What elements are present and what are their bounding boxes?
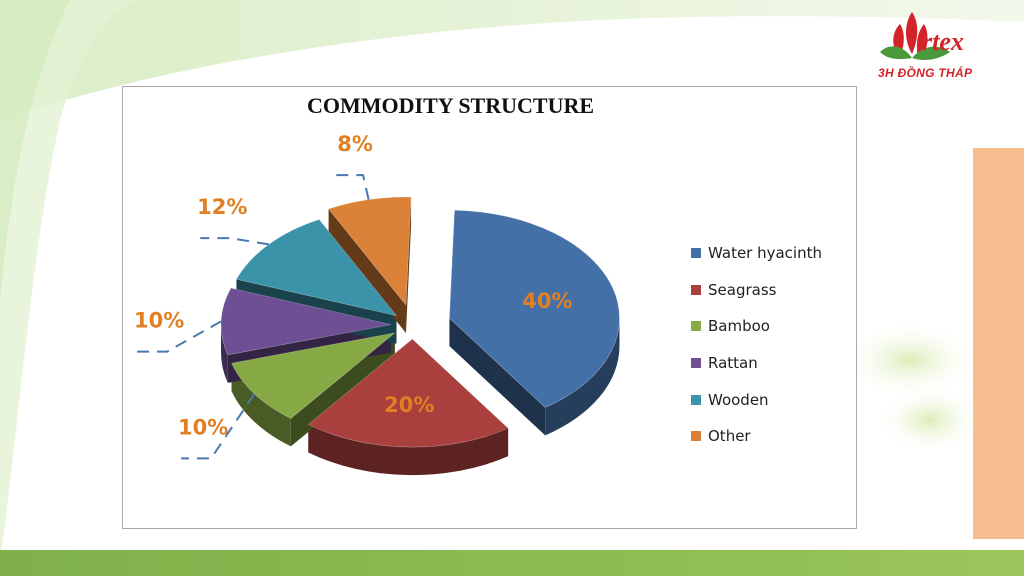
pie-slice-wall-other-1 [405, 197, 412, 334]
pie-chart: 40% 20% 10% 10% 12% 8% [134, 132, 620, 476]
legend-label: Seagrass [708, 280, 777, 299]
data-label-seagrass: 20% [384, 393, 434, 417]
legend-item-seagrass: Seagrass [691, 272, 822, 309]
legend-label: Other [708, 427, 751, 446]
pie-slice-side-water-hyacinth-0 [545, 318, 620, 436]
legend-label: Bamboo [708, 317, 770, 336]
artex-logo: rtex [880, 12, 964, 60]
bottom-band [0, 550, 1024, 576]
legend-swatch [691, 358, 701, 369]
legend-swatch [691, 248, 701, 259]
data-label-rattan: 10% [134, 309, 184, 333]
pie-slice-wall-other-0 [328, 208, 406, 334]
data-label-other: 8% [337, 132, 373, 156]
svg-text:rtex: rtex [922, 27, 964, 56]
legend-label: Water hyacinth [708, 244, 822, 263]
legend-swatch [691, 431, 701, 442]
pie-slice-side-bamboo-0 [231, 363, 291, 447]
legend-swatch [691, 284, 701, 295]
legend-item-bamboo: Bamboo [691, 308, 822, 345]
chart-legend: Water hyacinth Seagrass Bamboo Rattan Wooden… [691, 235, 822, 455]
leader-line-rattan [137, 320, 222, 353]
pie-slice-water-hyacinth [449, 209, 620, 408]
data-label-bamboo: 10% [178, 415, 228, 439]
data-label-water-hyacinth: 40% [522, 289, 572, 313]
legend-swatch [691, 394, 701, 405]
legend-label: Wooden [708, 390, 769, 409]
chart-frame: COMMODITY STRUCTURE 40% 20% 10% 10% 12% 8% Wa… [122, 86, 857, 529]
side-accent-panel [973, 148, 1024, 539]
logo-subtitle: 3H ĐỒNG THÁP [878, 66, 973, 80]
pie-slice-wooden [235, 219, 398, 317]
chart-title: COMMODITY STRUCTURE [306, 93, 595, 118]
pie-slice-seagrass [307, 338, 509, 448]
pie-slice-bamboo [231, 332, 396, 419]
leader-line-wooden [200, 237, 269, 246]
legend-item-rattan: Rattan [691, 345, 822, 382]
legend-item-wooden: Wooden [691, 381, 822, 418]
leader-line-other [333, 174, 370, 200]
legend-label: Rattan [708, 354, 758, 373]
legend-item-water-hyacinth: Water hyacinth [691, 235, 822, 272]
legend-item-other: Other [691, 418, 822, 455]
pie-slice-side-rattan-0 [221, 324, 228, 383]
leader-line-bamboo [181, 393, 256, 460]
pie-slice-wall-water-hyacinth-1 [449, 318, 546, 436]
pie-slice-side-seagrass-0 [308, 424, 509, 476]
data-label-wooden: 12% [197, 195, 247, 219]
legend-swatch [691, 321, 701, 332]
